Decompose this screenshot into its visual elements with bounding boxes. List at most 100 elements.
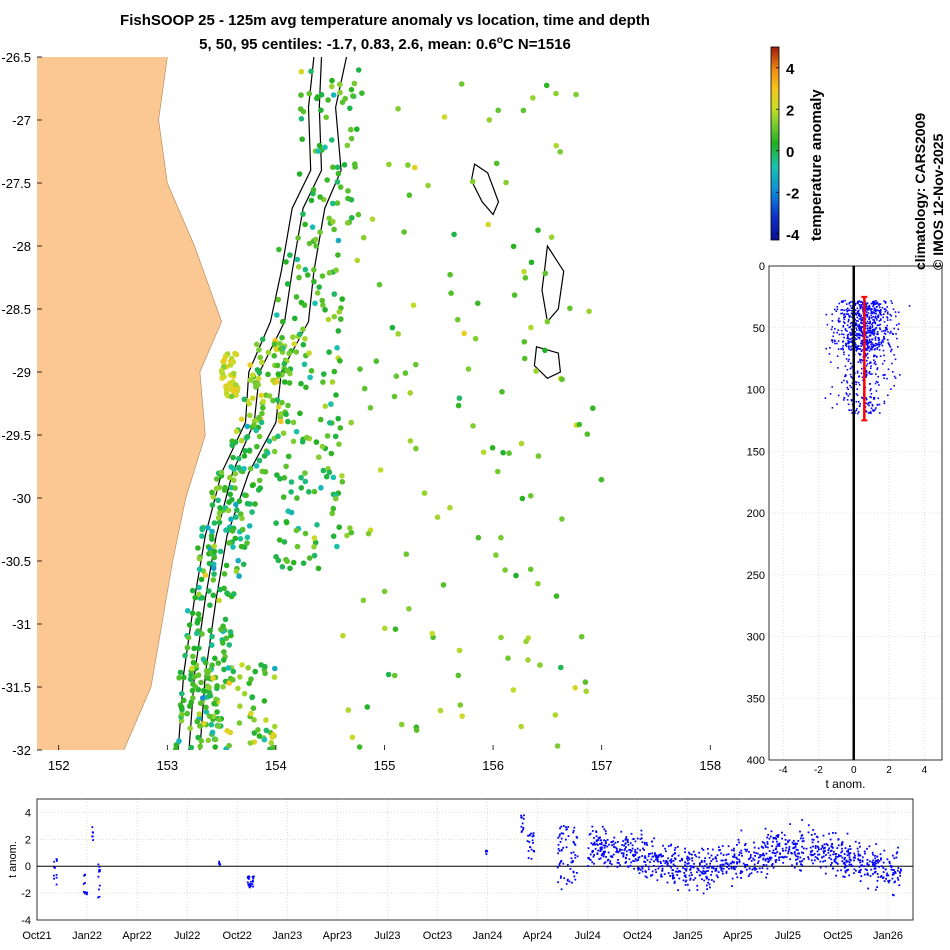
time-data-point — [719, 866, 722, 869]
map-data-point — [485, 221, 492, 228]
map-data-point — [213, 485, 220, 492]
time-data-point — [634, 840, 637, 843]
map-data-point — [302, 530, 309, 537]
map-data-point — [241, 465, 247, 472]
depth-data-point — [865, 397, 868, 399]
depth-data-point — [870, 388, 872, 390]
depth-data-point — [847, 320, 850, 323]
time-data-point — [860, 869, 862, 871]
time-data-point — [568, 880, 571, 883]
time-data-point — [625, 836, 628, 838]
depth-data-point — [842, 326, 845, 328]
time-data-point — [671, 874, 674, 877]
map-data-point — [231, 370, 237, 377]
time-data-point — [679, 870, 682, 873]
depth-data-point — [848, 358, 850, 361]
map-data-point — [298, 380, 304, 387]
time-data-point — [785, 843, 788, 845]
time-data-point — [832, 853, 835, 856]
time-data-point — [876, 873, 879, 875]
map-data-point — [470, 423, 476, 429]
time-data-point — [624, 862, 627, 864]
map-data-point — [493, 552, 499, 558]
time-data-point — [883, 849, 886, 852]
time-data-point — [891, 873, 894, 876]
time-data-point — [794, 853, 797, 856]
depth-data-point — [838, 302, 841, 305]
map-data-point — [259, 410, 265, 417]
map-data-point — [215, 497, 221, 504]
time-data-point — [600, 846, 603, 849]
depth-data-point — [848, 348, 850, 350]
depth-data-point — [879, 309, 882, 312]
time-data-point — [560, 825, 563, 828]
map-data-point — [281, 361, 288, 367]
map-data-point — [176, 738, 182, 744]
time-data-point — [91, 835, 94, 838]
depth-data-point — [851, 412, 853, 414]
depth-data-point — [893, 375, 896, 378]
map-data-point — [238, 511, 244, 517]
map-data-point — [196, 584, 202, 591]
time-data-point — [887, 874, 890, 877]
time-data-point — [761, 867, 764, 869]
depth-data-point — [876, 367, 879, 369]
time-data-point — [653, 860, 655, 863]
depth-data-point — [867, 341, 869, 344]
time-data-point — [675, 870, 678, 873]
time-data-point — [690, 871, 692, 874]
map-data-point — [211, 543, 217, 549]
map-data-point — [302, 336, 308, 342]
depth-data-point — [878, 303, 881, 305]
time-data-point — [643, 841, 646, 844]
time-data-point — [775, 848, 777, 851]
time-data-point — [869, 875, 872, 877]
time-data-point — [824, 872, 827, 875]
time-data-point — [596, 844, 599, 846]
time-data-point — [810, 851, 813, 853]
time-data-point — [872, 862, 875, 864]
map-data-point — [335, 328, 342, 334]
colorbar-tick-label: 2 — [786, 102, 794, 119]
map-data-point — [503, 179, 509, 186]
depth-data-point — [889, 346, 892, 348]
time-data-point — [835, 857, 837, 860]
time-data-point — [690, 865, 692, 868]
time-data-point — [97, 896, 99, 899]
depth-data-point — [855, 333, 858, 335]
map-data-point — [498, 634, 504, 641]
depth-data-point — [836, 331, 838, 334]
time-data-point — [828, 847, 831, 850]
map-data-point — [190, 653, 196, 660]
map-data-point — [345, 707, 352, 713]
map-data-point — [256, 433, 263, 440]
time-data-point — [768, 850, 771, 852]
time-data-point — [702, 892, 705, 895]
map-data-point — [306, 240, 313, 247]
time-data-point — [641, 867, 644, 870]
time-data-point — [689, 868, 692, 870]
time-data-point — [619, 864, 621, 867]
time-data-point — [529, 846, 532, 849]
depth-data-point — [876, 403, 879, 406]
time-x-tick-label: Jan25 — [673, 930, 703, 942]
map-data-point — [221, 571, 228, 577]
time-data-point — [98, 895, 101, 898]
map-data-point — [245, 665, 251, 671]
time-data-point — [824, 850, 826, 852]
map-data-point — [270, 744, 276, 750]
time-data-point — [99, 869, 101, 871]
time-data-point — [818, 853, 821, 856]
map-data-point — [176, 675, 182, 681]
depth-data-point — [875, 312, 877, 315]
depth-data-point — [879, 327, 881, 329]
map-data-point — [288, 479, 295, 485]
map-y-tick-label: -32 — [12, 743, 31, 758]
time-data-point — [860, 875, 863, 877]
depth-data-point — [878, 349, 881, 351]
time-data-point — [738, 854, 740, 856]
time-data-point — [559, 841, 562, 843]
depth-data-point — [851, 332, 854, 334]
map-data-point — [521, 355, 528, 362]
